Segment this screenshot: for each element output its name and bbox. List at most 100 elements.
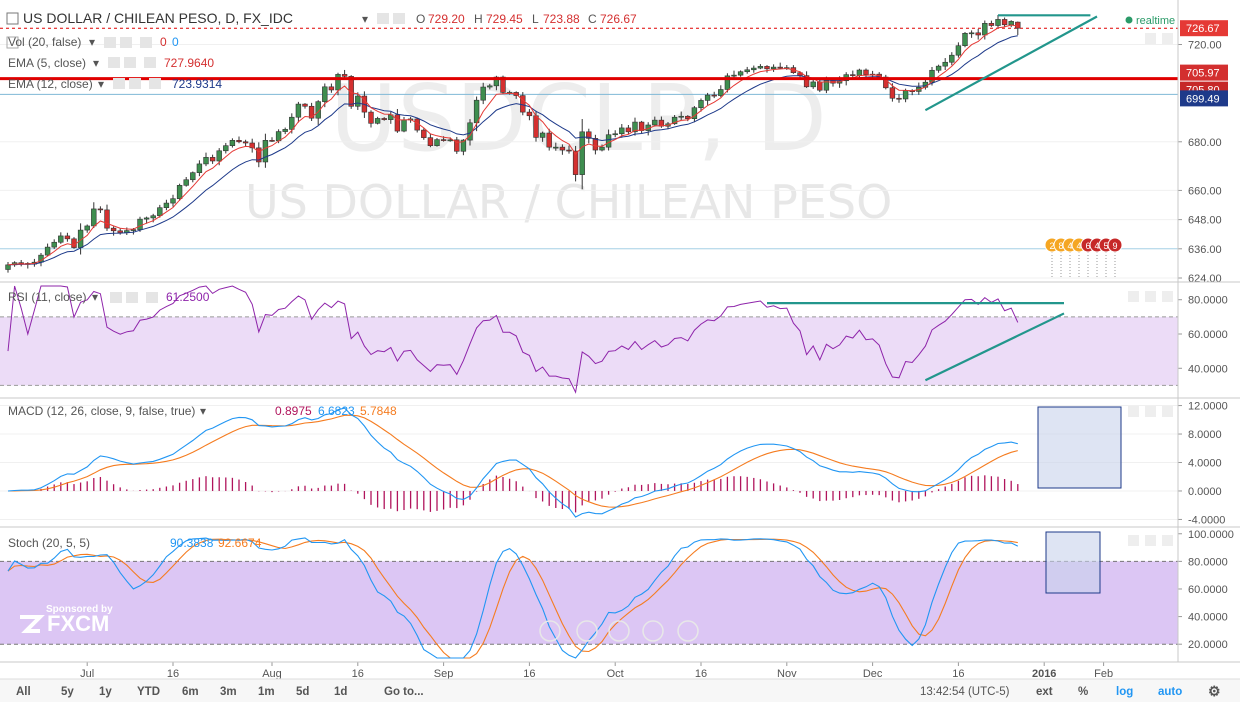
candle[interactable] — [137, 218, 143, 230]
candle[interactable] — [473, 99, 480, 124]
candle[interactable] — [770, 66, 777, 70]
pane-down-icon[interactable] — [1145, 33, 1156, 44]
candle[interactable] — [64, 235, 71, 240]
close-icon[interactable] — [146, 292, 158, 303]
rising-trendline[interactable] — [924, 15, 1098, 112]
auto-button[interactable]: auto — [1158, 686, 1182, 698]
chevron-down-icon[interactable]: ▾ — [89, 35, 95, 49]
pane-up-icon[interactable] — [1128, 406, 1139, 417]
candle[interactable] — [91, 208, 97, 227]
candle[interactable] — [130, 229, 137, 231]
candle[interactable] — [691, 107, 698, 119]
zoom-out-button[interactable] — [576, 620, 598, 642]
candle[interactable] — [737, 71, 744, 76]
candle[interactable] — [434, 139, 440, 146]
chevron-down-icon[interactable]: ▾ — [200, 404, 206, 418]
candle[interactable] — [995, 19, 1001, 26]
candle[interactable] — [348, 76, 354, 107]
candle[interactable] — [605, 134, 612, 148]
candle[interactable] — [58, 235, 64, 243]
candle[interactable] — [810, 81, 816, 88]
candle[interactable] — [394, 114, 401, 132]
goto-button[interactable]: Go to... — [384, 686, 424, 698]
candle[interactable] — [652, 119, 658, 126]
candle[interactable] — [744, 69, 750, 73]
candle[interactable] — [533, 115, 539, 138]
candle[interactable] — [685, 115, 691, 119]
candle[interactable] — [751, 67, 757, 71]
candle[interactable] — [619, 127, 625, 135]
candle[interactable] — [500, 76, 506, 93]
candle[interactable] — [539, 132, 546, 138]
candle[interactable] — [275, 131, 282, 142]
candle[interactable] — [493, 76, 500, 87]
range-button[interactable]: 6m — [182, 686, 199, 698]
candle[interactable] — [638, 121, 645, 131]
candle[interactable] — [988, 23, 995, 26]
candle[interactable] — [104, 209, 110, 229]
candle[interactable] — [764, 66, 770, 70]
candle[interactable] — [315, 101, 321, 119]
candle[interactable] — [203, 157, 209, 165]
candle[interactable] — [718, 89, 724, 96]
close-icon[interactable] — [140, 37, 152, 48]
pane-maximize-icon[interactable] — [1162, 406, 1173, 417]
highlight-rectangle[interactable] — [1037, 406, 1122, 489]
candle[interactable] — [97, 208, 104, 211]
event-marker[interactable] — [1107, 237, 1123, 253]
candle[interactable] — [962, 32, 968, 47]
stoch-k-line[interactable] — [7, 537, 1019, 659]
candle[interactable] — [163, 202, 170, 209]
candle[interactable] — [949, 54, 955, 63]
candle[interactable] — [110, 227, 117, 232]
candle[interactable] — [731, 74, 737, 77]
candle[interactable] — [559, 146, 566, 151]
settings-icon[interactable] — [126, 292, 138, 303]
candle[interactable] — [170, 198, 176, 204]
gear-icon[interactable]: ⚙ — [1208, 683, 1221, 699]
candle[interactable] — [671, 116, 678, 125]
range-button[interactable]: 1m — [258, 686, 275, 698]
candle[interactable] — [777, 66, 783, 69]
candle[interactable] — [216, 150, 222, 162]
candle[interactable] — [968, 32, 975, 35]
stoch-pane[interactable] — [0, 531, 1178, 659]
candle[interactable] — [546, 132, 552, 148]
sponsor-logo[interactable]: Sponsored by FXCM — [20, 604, 113, 636]
candle[interactable] — [242, 141, 249, 144]
reset-button[interactable] — [608, 620, 630, 642]
candle[interactable] — [856, 69, 863, 76]
candle[interactable] — [579, 131, 585, 175]
candle[interactable] — [355, 95, 361, 107]
scroll-left-button[interactable] — [539, 620, 561, 642]
candle[interactable] — [289, 116, 295, 130]
settings-icon[interactable] — [129, 78, 141, 89]
candle[interactable] — [592, 138, 599, 151]
candle[interactable] — [249, 142, 255, 149]
candle[interactable] — [553, 146, 559, 149]
candle[interactable] — [803, 75, 810, 88]
candle[interactable] — [440, 139, 447, 141]
candle[interactable] — [381, 118, 387, 120]
range-button[interactable]: 3m — [220, 686, 237, 698]
candle[interactable] — [487, 85, 493, 88]
candle[interactable] — [302, 103, 308, 107]
highlight-rectangle[interactable] — [1045, 531, 1101, 594]
candle[interactable] — [236, 140, 242, 143]
candle[interactable] — [586, 131, 592, 139]
eye-icon[interactable] — [113, 78, 125, 89]
range-button[interactable]: 5y — [61, 686, 74, 698]
stoch-d-line[interactable] — [7, 538, 1018, 659]
candle[interactable] — [223, 145, 229, 152]
candle[interactable] — [44, 246, 51, 256]
candle[interactable] — [454, 139, 460, 152]
candle[interactable] — [572, 150, 579, 175]
candle[interactable] — [1001, 19, 1008, 26]
ext-button[interactable]: ext — [1036, 686, 1053, 698]
candle[interactable] — [256, 147, 262, 163]
candle[interactable] — [176, 185, 183, 200]
candle[interactable] — [5, 264, 11, 270]
price-pane[interactable] — [0, 14, 1178, 273]
candle[interactable] — [229, 140, 236, 146]
